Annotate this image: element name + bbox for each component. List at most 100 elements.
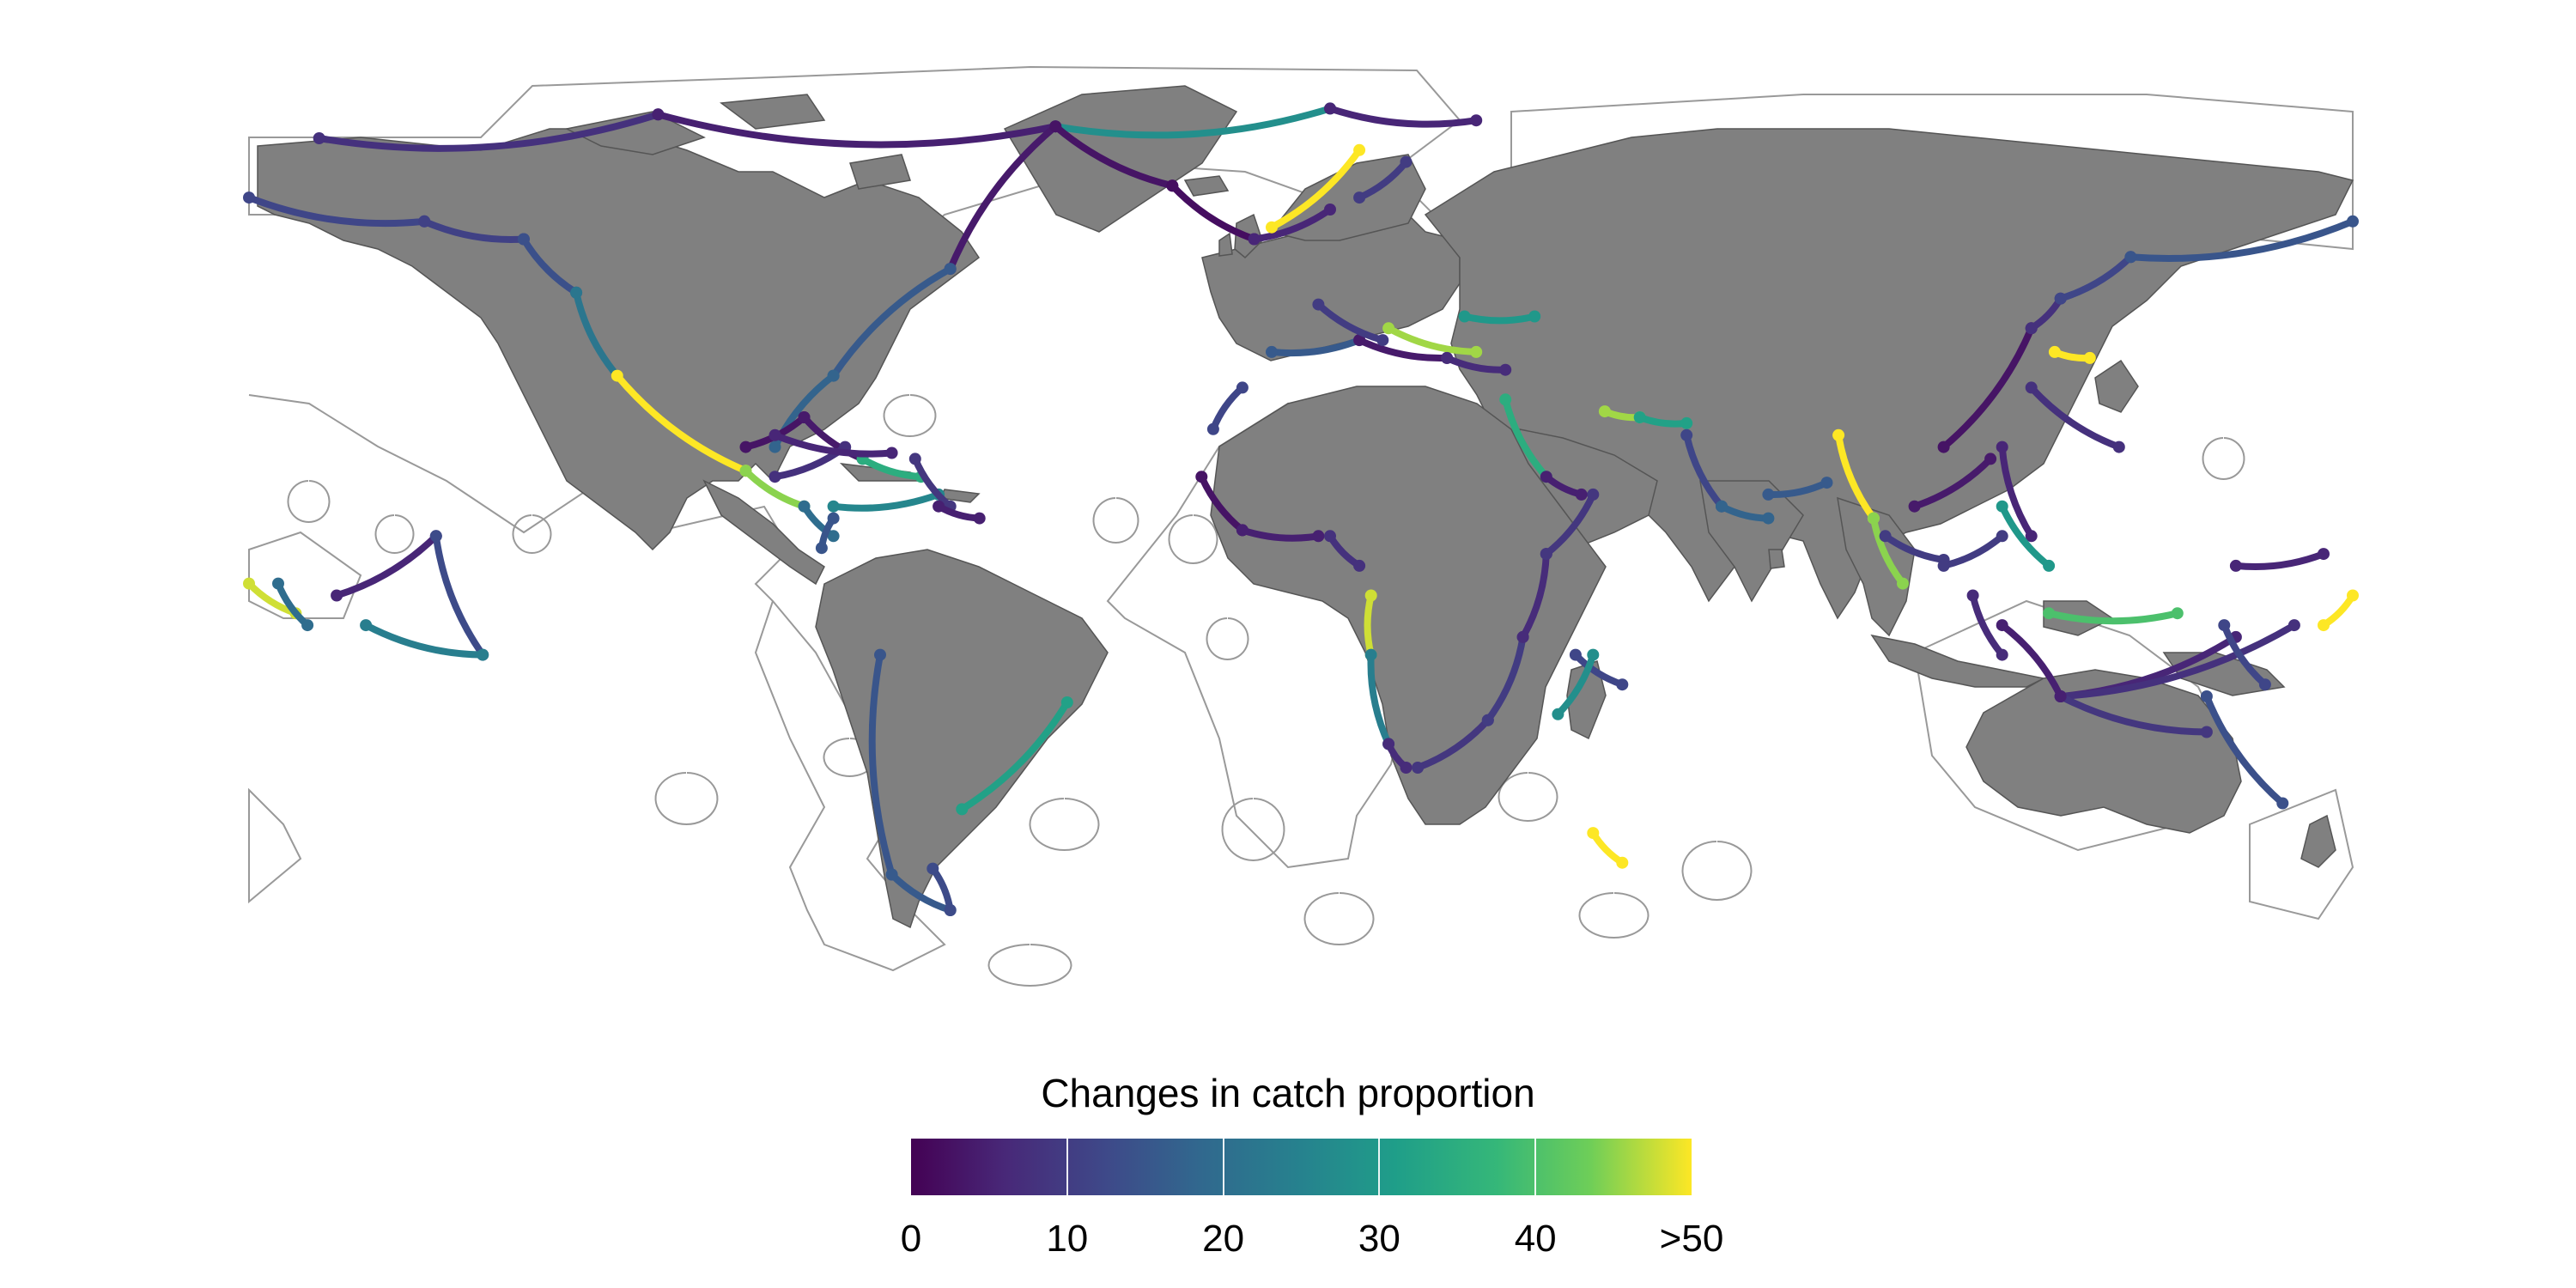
flow-line (771, 431, 896, 458)
flow-endpoint (1587, 648, 1600, 661)
flow-endpoint (1499, 363, 1512, 376)
north-america-land (257, 128, 981, 551)
flow-line (1519, 550, 1550, 641)
flow-endpoint (1412, 762, 1425, 774)
flow-endpoint (885, 447, 898, 459)
flow-endpoint (944, 904, 957, 916)
flow-line (1998, 622, 2064, 700)
flow-line (1367, 651, 1393, 748)
flow-endpoint (1680, 428, 1693, 441)
flow-endpoint (1312, 298, 1325, 311)
flow-endpoint (1832, 428, 1845, 441)
flow-line (1502, 396, 1550, 481)
flow-endpoint (2347, 589, 2359, 602)
flow-endpoint (1364, 648, 1377, 661)
catch-flow-lines (243, 102, 2359, 916)
flow-line (1356, 337, 1451, 362)
flow-line (1911, 455, 1995, 510)
flow-endpoint (2043, 559, 2056, 572)
legend-tick-mark (1378, 1139, 1381, 1195)
flow-endpoint (652, 108, 665, 121)
new-zealand-land (2300, 814, 2336, 868)
flow-endpoint (933, 500, 945, 513)
flow-endpoint (1266, 345, 1278, 358)
flow-endpoint (908, 453, 921, 465)
legend-tick-mark (1222, 1139, 1224, 1195)
flow-endpoint (1206, 422, 1219, 435)
land-masses (257, 85, 2354, 929)
legend-title: Changes in catch proportion (1041, 1071, 1535, 1115)
flow-line (1940, 325, 2035, 451)
flow-endpoint (769, 440, 781, 453)
flow-endpoint (301, 619, 314, 632)
flow-endpoint (1616, 678, 1629, 691)
flow-endpoint (1633, 411, 1646, 423)
flow-endpoint (2025, 381, 2038, 394)
flow-endpoint (1937, 559, 1950, 572)
flow-endpoint (2171, 607, 2184, 620)
flow-endpoint (1762, 512, 1775, 525)
greenland-land (1003, 85, 1238, 233)
flow-line (573, 289, 621, 380)
flow-endpoint (769, 428, 781, 441)
flow-line (1364, 592, 1375, 659)
flow-endpoint (1060, 696, 1073, 708)
flow-endpoint (1680, 416, 1693, 429)
flow-line (1835, 431, 1877, 522)
sri-lanka-land (1768, 549, 1785, 569)
legend-tick-label: 30 (1358, 1218, 1400, 1260)
flow-line (2045, 610, 2181, 625)
legend-tick-label: 20 (1202, 1218, 1245, 1260)
central-america-land (702, 479, 825, 586)
flow-endpoint (1996, 530, 2008, 543)
flow-line (1052, 123, 1176, 190)
flow-endpoint (429, 530, 442, 543)
flow-endpoint (1716, 500, 1728, 513)
flow-endpoint (2200, 726, 2213, 738)
flow-endpoint (2347, 215, 2359, 228)
flow-endpoint (1324, 204, 1336, 216)
flow-line (1209, 384, 1246, 433)
flow-endpoint (2276, 797, 2289, 810)
flow-endpoint (1552, 708, 1564, 720)
flow-endpoint (827, 530, 840, 543)
flow-endpoint (1236, 381, 1249, 394)
flow-endpoint (739, 440, 752, 453)
flow-endpoint (1587, 488, 1600, 501)
flow-endpoint (2318, 619, 2330, 632)
flow-endpoint (1382, 738, 1395, 750)
flow-endpoint (313, 132, 325, 144)
flow-endpoint (1908, 500, 1921, 513)
flow-line (1683, 431, 1725, 510)
flow-line (1315, 301, 1387, 344)
flow-endpoint (1376, 334, 1389, 347)
flow-line (1542, 490, 1597, 558)
legend-tick-label: 40 (1514, 1218, 1557, 1260)
flow-endpoint (1248, 233, 1261, 246)
flow-endpoint (2318, 548, 2330, 561)
flow-endpoint (1996, 619, 2008, 632)
flow-endpoint (1996, 440, 2008, 453)
flow-line (2027, 384, 2123, 451)
flow-endpoint (2054, 690, 2067, 702)
flow-endpoint (956, 803, 969, 816)
flow-endpoint (798, 411, 811, 423)
flow-endpoint (1540, 471, 1552, 483)
flow-endpoint (243, 577, 255, 590)
flow-endpoint (815, 542, 828, 555)
flow-endpoint (1353, 143, 1366, 156)
flow-line (2127, 217, 2356, 263)
flow-endpoint (2025, 530, 2038, 543)
flow-line (1998, 502, 2053, 569)
madagascar-land (1566, 660, 1607, 740)
flow-endpoint (1937, 440, 1950, 453)
flow-endpoint (517, 233, 530, 246)
flow-endpoint (1587, 827, 1600, 840)
flow-endpoint (885, 868, 898, 881)
flow-endpoint (1616, 856, 1629, 869)
southeast-asia-land (1837, 496, 1916, 637)
flow-line (1250, 206, 1334, 243)
flow-endpoint (2054, 292, 2067, 305)
flow-endpoint (2025, 322, 2038, 335)
flow-line (1940, 532, 2006, 569)
